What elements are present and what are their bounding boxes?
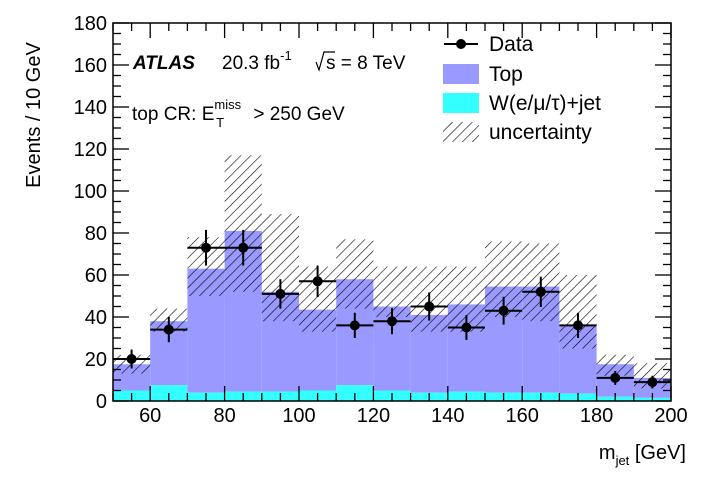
data-point [535, 286, 546, 297]
y-tick-label: 160 [74, 55, 107, 77]
legend-label-top: Top [489, 63, 523, 86]
uncertainty-layer [113, 155, 671, 389]
data-point [387, 316, 397, 327]
legend-entry-top: Top [443, 63, 523, 86]
uncertainty-band [224, 155, 262, 292]
region-sup: miss [214, 97, 241, 112]
x-tick-label: 200 [654, 405, 687, 427]
data-point [349, 320, 360, 331]
experiment-label: ATLAS [132, 53, 195, 74]
sqrt-icon [315, 51, 335, 72]
x-axis-title: mjet [GeV] [599, 442, 686, 468]
y-tick-label: 0 [96, 391, 107, 413]
data-point [163, 324, 174, 335]
x-tick-label: 100 [282, 405, 315, 427]
data-point [238, 242, 249, 253]
data-point [461, 322, 472, 333]
legend-label-wjet: W(e/μ/τ)+jet [489, 92, 601, 115]
luminosity-label: 20.3 fb-1 [222, 48, 292, 74]
data-point [201, 242, 211, 253]
x-tick-label: 60 [139, 405, 161, 427]
legend-entry-wjet: W(e/μ/τ)+jet [443, 92, 601, 115]
x-tick-label: 120 [357, 405, 390, 427]
legend-entry-uncertainty: uncertainty [443, 121, 592, 144]
y-tick-label: 180 [74, 13, 107, 35]
data-point [610, 372, 621, 383]
data-point [498, 305, 509, 316]
y-tick-label: 40 [85, 307, 107, 329]
legend-label-data: Data [489, 33, 534, 56]
x-tick-label: 160 [506, 405, 539, 427]
region-label: top CR: Emiss T > 250 GeV [132, 97, 345, 130]
data-point [647, 377, 658, 388]
region-text: top CR: E [132, 104, 214, 125]
region-cut: > 250 GeV [248, 104, 345, 125]
data-point [424, 301, 435, 312]
data-point [275, 288, 286, 299]
y-axis-title: Events / 10 GeV [23, 42, 45, 188]
data-point [312, 276, 323, 287]
data-point [573, 320, 583, 331]
x-tick-label: 140 [431, 405, 464, 427]
data-point [126, 354, 137, 364]
y-tick-label: 140 [74, 97, 107, 119]
y-tick-label: 60 [85, 265, 107, 287]
y-tick-label: 80 [85, 223, 107, 245]
uncertainty-band [596, 354, 634, 376]
y-tick-label: 20 [85, 349, 107, 371]
y-tick-label: 100 [74, 181, 107, 203]
y-tick-label: 120 [74, 139, 107, 161]
x-tick-label: 180 [580, 405, 613, 427]
x-axis-title-main: m [599, 442, 616, 464]
legend: Data Top W(e/μ/τ)+jet uncertainty [443, 33, 601, 144]
data-points-layer [113, 229, 671, 389]
region-sub: T [216, 115, 224, 130]
x-tick-label: 80 [213, 405, 235, 427]
x-axis-title-unit: [GeV] [629, 442, 686, 464]
uncertainty-band [336, 239, 374, 309]
atlas-label: ATLAS 20.3 fb-1 s = 8 TeV [132, 48, 406, 74]
legend-label-uncertainty: uncertainty [489, 121, 592, 144]
axis-ticks: 0 20 40 60 80 100 120 140 160 180 60 80 100 120 140 160… [74, 13, 688, 427]
energy-label: s = 8 TeV [326, 53, 406, 74]
x-axis-title-sub: jet [615, 453, 630, 468]
legend-entry-data: Data [444, 33, 534, 56]
